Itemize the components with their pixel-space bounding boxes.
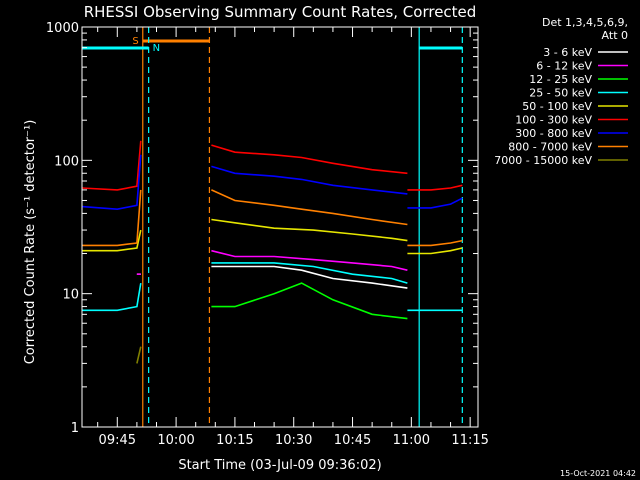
x-tick-label: 10:00 (157, 433, 194, 448)
saa-label: S (132, 36, 138, 47)
series-line-50-100-kev (407, 247, 463, 255)
x-tick-label: 11:00 (393, 433, 430, 448)
legend-entry-label: 12 - 25 keV (529, 73, 592, 86)
series-line-7000-15000-kev (136, 346, 142, 364)
series-line-100-300-kev (81, 140, 142, 191)
series-line-300-800-kev (211, 165, 408, 195)
footer-timestamp: 15-Oct-2021 04:42 (560, 469, 636, 478)
legend-entry-label: 6 - 12 keV (536, 60, 592, 73)
series-line-6-12-kev (211, 249, 408, 271)
series-line-300-800-kev (407, 197, 463, 209)
legend-header-line-2: Att 0 (602, 29, 628, 42)
x-tick-label: 10:45 (334, 433, 371, 448)
x-axis: 09:45 10:00 10:15 10:30 10:45 11:00 11:15 (97, 27, 489, 448)
series-line-100-300-kev (211, 144, 408, 175)
legend-entry-label: 7000 - 15000 keV (494, 154, 592, 167)
legend-header-line-1: Det 1,3,4,5,6,9, (542, 16, 628, 29)
y-axis: 1 10 100 1000 (46, 21, 478, 436)
legend-entry-label: 25 - 50 keV (529, 87, 592, 100)
legend-entry-label: 800 - 7000 keV (508, 141, 592, 154)
legend-entry-label: 3 - 6 keV (543, 46, 592, 59)
y-axis-label: Corrected Count Rate (s⁻¹ detector⁻¹) (23, 120, 38, 365)
y-tick-label: 10 (62, 288, 79, 303)
series-line-300-800-kev (81, 154, 142, 211)
series-line-800-7000-kev (82, 189, 142, 247)
night-label: N (153, 43, 160, 54)
y-tick-label: 100 (54, 154, 79, 169)
x-tick-label: 10:15 (216, 433, 253, 448)
plot-frame (81, 26, 479, 428)
flag-markers: SN (82, 27, 463, 427)
series-line-50-100-kev (82, 229, 142, 252)
x-tick-label: 09:45 (99, 433, 136, 448)
x-tick-label: 11:15 (451, 433, 488, 448)
chart-title: RHESSI Observing Summary Count Rates, Co… (84, 3, 477, 21)
series-line-800-7000-kev (407, 239, 463, 247)
legend-entry-label: 100 - 300 keV (515, 114, 592, 127)
series-line-12-25-kev (211, 282, 408, 320)
x-axis-label: Start Time (03-Jul-09 09:36:02) (178, 458, 381, 473)
legend-entry-label: 50 - 100 keV (522, 100, 592, 113)
series-line-800-7000-kev (211, 189, 408, 226)
series-line-100-300-kev (407, 184, 463, 191)
series-line-3-6-kev (211, 265, 408, 289)
series-line-50-100-kev (211, 218, 408, 242)
x-tick-label: 10:30 (275, 433, 312, 448)
legend-entry-label: 300 - 800 keV (515, 127, 592, 140)
series-line-25-50-kev (211, 262, 408, 284)
series-line-25-50-kev (82, 282, 142, 312)
y-tick-label: 1000 (46, 21, 79, 36)
y-tick-label: 1 (71, 421, 79, 436)
series-layer (81, 140, 463, 364)
